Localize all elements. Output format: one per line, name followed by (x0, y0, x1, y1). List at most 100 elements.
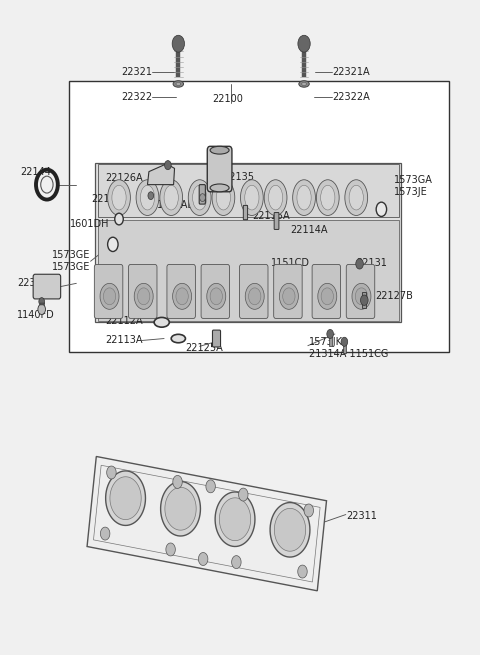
Ellipse shape (245, 185, 259, 210)
FancyBboxPatch shape (201, 265, 229, 318)
Text: 1601DH: 1601DH (70, 219, 109, 229)
Polygon shape (110, 477, 141, 519)
Circle shape (134, 284, 153, 309)
Text: 22127B: 22127B (375, 291, 413, 301)
Polygon shape (215, 492, 255, 546)
FancyBboxPatch shape (213, 330, 220, 347)
Circle shape (376, 202, 386, 216)
Bar (69, 81, 449, 352)
Circle shape (327, 329, 334, 339)
Text: 22126A: 22126A (105, 173, 143, 183)
FancyBboxPatch shape (97, 220, 399, 321)
Polygon shape (107, 466, 116, 479)
Polygon shape (166, 543, 175, 556)
Text: 22341C: 22341C (17, 278, 55, 288)
FancyBboxPatch shape (129, 265, 157, 318)
FancyBboxPatch shape (207, 146, 232, 192)
Text: 1573JK
21314A 1151CG: 1573JK 21314A 1151CG (309, 337, 388, 360)
Circle shape (279, 284, 299, 309)
Circle shape (39, 297, 45, 305)
Circle shape (321, 288, 334, 305)
Ellipse shape (264, 179, 287, 215)
Polygon shape (147, 164, 175, 185)
Text: 22131: 22131 (356, 257, 387, 267)
Ellipse shape (268, 185, 283, 210)
FancyBboxPatch shape (274, 265, 302, 318)
Circle shape (115, 213, 123, 225)
Polygon shape (304, 504, 313, 517)
Text: 22124C: 22124C (91, 194, 129, 204)
Ellipse shape (173, 81, 183, 87)
Circle shape (172, 35, 184, 52)
Text: 22115A: 22115A (252, 211, 289, 221)
Ellipse shape (136, 179, 159, 215)
Ellipse shape (299, 81, 309, 87)
Ellipse shape (154, 318, 169, 328)
Ellipse shape (316, 179, 339, 215)
Text: 22112A: 22112A (105, 316, 143, 326)
Circle shape (352, 284, 371, 309)
Text: 1573GA
1573JE: 1573GA 1573JE (394, 175, 433, 197)
Circle shape (176, 288, 188, 305)
Polygon shape (298, 565, 307, 578)
FancyBboxPatch shape (96, 163, 401, 322)
Text: 22135: 22135 (223, 172, 254, 182)
Ellipse shape (321, 185, 335, 210)
Polygon shape (165, 487, 196, 530)
Ellipse shape (301, 83, 306, 86)
Ellipse shape (171, 334, 185, 343)
FancyBboxPatch shape (199, 185, 205, 204)
FancyBboxPatch shape (95, 265, 123, 318)
Polygon shape (198, 553, 208, 565)
Ellipse shape (216, 185, 230, 210)
Text: 22321A: 22321A (333, 67, 370, 77)
Circle shape (200, 194, 205, 202)
Circle shape (355, 288, 368, 305)
Ellipse shape (176, 83, 180, 86)
FancyBboxPatch shape (33, 274, 60, 299)
FancyBboxPatch shape (329, 333, 332, 346)
Ellipse shape (212, 179, 235, 215)
Circle shape (100, 284, 119, 309)
Ellipse shape (293, 179, 315, 215)
Circle shape (165, 160, 171, 170)
Polygon shape (87, 457, 326, 591)
Circle shape (207, 284, 226, 309)
FancyBboxPatch shape (274, 213, 279, 229)
Circle shape (298, 35, 310, 52)
Circle shape (137, 288, 150, 305)
Ellipse shape (345, 179, 368, 215)
FancyBboxPatch shape (40, 303, 44, 305)
FancyBboxPatch shape (240, 265, 268, 318)
FancyBboxPatch shape (167, 265, 195, 318)
FancyBboxPatch shape (312, 265, 341, 318)
Text: 22113A: 22113A (105, 335, 143, 345)
Text: 1151CD: 1151CD (271, 257, 310, 267)
Ellipse shape (297, 185, 311, 210)
Ellipse shape (188, 179, 211, 215)
Text: 22125A: 22125A (186, 343, 223, 353)
Text: 22100: 22100 (213, 94, 243, 104)
Text: 22311: 22311 (347, 511, 378, 521)
Ellipse shape (210, 184, 229, 192)
Text: 22144: 22144 (21, 166, 51, 177)
Polygon shape (232, 555, 241, 569)
Circle shape (318, 284, 337, 309)
FancyBboxPatch shape (243, 206, 248, 219)
FancyBboxPatch shape (346, 265, 375, 318)
Circle shape (249, 288, 261, 305)
Ellipse shape (140, 185, 155, 210)
Polygon shape (173, 476, 182, 489)
Circle shape (38, 304, 46, 314)
Text: 1571AB: 1571AB (157, 200, 195, 210)
Circle shape (148, 192, 154, 200)
Polygon shape (219, 498, 251, 540)
Circle shape (356, 259, 363, 269)
Polygon shape (270, 502, 310, 557)
Ellipse shape (210, 146, 229, 154)
Ellipse shape (349, 185, 363, 210)
Polygon shape (239, 488, 248, 501)
Circle shape (341, 337, 348, 346)
Ellipse shape (108, 179, 131, 215)
Polygon shape (100, 527, 110, 540)
